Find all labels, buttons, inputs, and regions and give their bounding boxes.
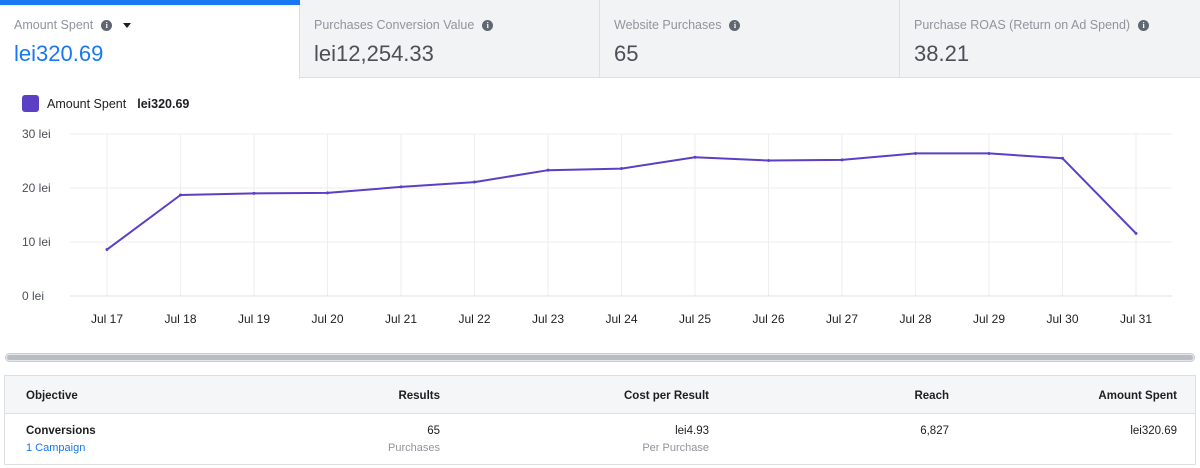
data-point — [914, 151, 917, 155]
x-tick-label: Jul 18 — [164, 312, 196, 326]
tab-label: Purchases Conversion Value — [314, 18, 475, 32]
legend-swatch — [22, 95, 39, 112]
line-chart: 0 lei 10 lei 20 lei 30 lei Jul 17 Jul 18 Jul 1… — [22, 127, 1172, 326]
tab-header: Purchases Conversion Value i — [314, 18, 585, 32]
x-tick-label: Jul 22 — [458, 312, 490, 326]
x-tick-label: Jul 17 — [91, 312, 123, 326]
tab-amount-spent[interactable]: Amount Spent i lei320.69 — [0, 0, 300, 79]
x-tick-label: Jul 21 — [385, 312, 417, 326]
data-point — [399, 185, 403, 189]
results-value: 65 — [427, 425, 440, 437]
results-table: Objective Results Cost per Result Reach … — [4, 375, 1196, 465]
metric-tabs: Amount Spent i lei320.69 Purchases Conve… — [0, 0, 1200, 79]
results-sublabel: Purchases — [388, 442, 440, 454]
data-point — [546, 168, 550, 172]
x-tick-label: Jul 26 — [752, 312, 784, 326]
table-row: Conversions 1 Campaign 65 Purchases lei4… — [5, 414, 1195, 464]
tab-value: lei12,254.33 — [314, 41, 434, 66]
data-point — [767, 158, 770, 162]
y-tick-label: 10 lei — [22, 235, 51, 249]
tab-purchase-roas[interactable]: Purchase ROAS (Return on Ad Spend) i 38.… — [900, 0, 1200, 78]
scrollbar-thumb[interactable] — [7, 355, 1193, 360]
tab-purchases-conversion-value[interactable]: Purchases Conversion Value i lei12,254.3… — [300, 0, 600, 78]
x-tick-label: Jul 20 — [311, 312, 343, 326]
tab-label: Amount Spent — [14, 18, 94, 32]
data-point — [693, 155, 697, 159]
tab-value: lei320.69 — [14, 41, 104, 66]
data-point — [252, 191, 256, 195]
tab-value: 65 — [614, 41, 639, 66]
caret-down-icon[interactable] — [123, 22, 132, 28]
x-tick-label: Jul 27 — [826, 312, 858, 326]
y-tick-label: 0 lei — [22, 289, 44, 303]
data-point — [1061, 156, 1064, 160]
x-tick-label: Jul 24 — [605, 312, 637, 326]
data-point — [840, 158, 844, 162]
amount-spent-value: lei320.69 — [1130, 425, 1177, 437]
info-icon[interactable]: i — [482, 19, 494, 31]
horizontal-scrollbar[interactable] — [5, 353, 1195, 362]
x-tick-label: Jul 19 — [238, 312, 270, 326]
chart-legend: Amount Spent lei320.69 — [22, 95, 189, 112]
data-point — [179, 193, 182, 197]
table-header: Objective Results Cost per Result Reach … — [5, 376, 1195, 414]
x-tick-label: Jul 23 — [532, 312, 564, 326]
data-point — [326, 191, 329, 195]
data-point — [473, 180, 476, 184]
info-icon[interactable]: i — [1138, 19, 1150, 31]
cost-per-result-sublabel: Per Purchase — [642, 442, 709, 454]
objective-name: Conversions — [26, 425, 96, 437]
column-header-amount-spent[interactable]: Amount Spent — [1098, 390, 1177, 402]
data-point — [105, 248, 109, 252]
x-tick-label: Jul 28 — [899, 312, 931, 326]
tab-label: Purchase ROAS (Return on Ad Spend) — [914, 18, 1131, 32]
column-header-cost-per-result[interactable]: Cost per Result — [624, 390, 709, 402]
tab-header: Website Purchases i — [614, 18, 885, 32]
tab-header: Purchase ROAS (Return on Ad Spend) i — [914, 18, 1186, 32]
tab-value: 38.21 — [914, 41, 970, 66]
y-tick-label: 20 lei — [22, 181, 51, 195]
x-tick-label: Jul 30 — [1046, 312, 1078, 326]
data-point — [987, 151, 991, 155]
tab-website-purchases[interactable]: Website Purchases i 65 — [600, 0, 900, 78]
info-icon[interactable]: i — [729, 19, 741, 31]
tab-label: Website Purchases — [614, 18, 722, 32]
x-tick-label: Jul 25 — [679, 312, 711, 326]
data-point — [1134, 231, 1138, 235]
y-tick-label: 30 lei — [22, 127, 51, 141]
x-tick-label: Jul 31 — [1120, 312, 1152, 326]
legend-value: lei320.69 — [137, 96, 190, 111]
x-tick-label: Jul 29 — [973, 312, 1005, 326]
data-point — [620, 167, 623, 171]
column-header-results[interactable]: Results — [398, 390, 440, 402]
info-icon[interactable]: i — [101, 19, 113, 31]
reach-value: 6,827 — [920, 425, 949, 437]
tab-header: Amount Spent i — [14, 18, 285, 32]
column-header-reach[interactable]: Reach — [914, 390, 949, 402]
legend-label: Amount Spent — [47, 96, 127, 111]
campaign-count-link[interactable]: 1 Campaign — [26, 442, 86, 454]
column-header-objective[interactable]: Objective — [26, 390, 78, 402]
cost-per-result-value: lei4.93 — [675, 425, 709, 437]
